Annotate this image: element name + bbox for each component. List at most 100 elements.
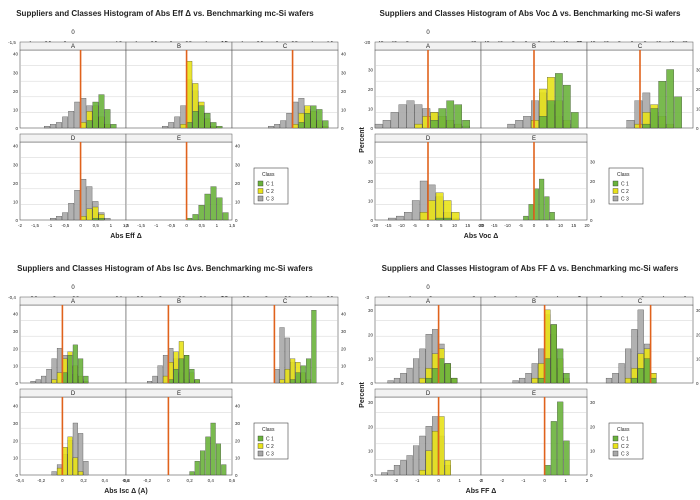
panel-label: B — [532, 44, 536, 50]
y-tick-label: 0 — [235, 473, 238, 478]
panel-label: C — [283, 44, 288, 50]
panel-label: C — [638, 299, 643, 305]
x-tick-label: -1 — [154, 223, 158, 228]
c1-bar — [189, 368, 195, 384]
x-tick-label: -15 — [385, 223, 392, 228]
x-tick-label: -0,2 — [143, 478, 151, 483]
panel-D: D 0 10 20 30 40 — [13, 133, 127, 223]
c1-bar — [544, 465, 551, 476]
y-tick-label: 20 — [341, 89, 347, 94]
x-tick-label: 1 — [565, 478, 568, 483]
c1-bar — [210, 422, 216, 476]
panel-label: B — [177, 299, 181, 305]
x-tick-label: 10 — [558, 223, 564, 228]
panel-A: A 0 10 20 30 40 — [13, 41, 127, 131]
c3-bar — [393, 465, 400, 476]
panel-label: E — [532, 391, 536, 397]
y-tick-label: 10 — [368, 449, 374, 454]
c3-bar — [413, 358, 420, 384]
c1-bar — [216, 125, 223, 129]
c3-bar — [268, 125, 274, 129]
c1-bar — [295, 372, 301, 384]
legend-entry: C 3 — [266, 197, 274, 203]
c1-bar — [650, 377, 657, 384]
c3-bar — [374, 123, 383, 129]
c3-bar — [83, 460, 89, 476]
c1-bar — [200, 450, 206, 476]
panel-E: E 0 10 20 30 40 — [125, 133, 241, 223]
c1-bar — [544, 196, 550, 221]
c3-bar — [74, 190, 81, 221]
c3-bar — [411, 200, 420, 221]
x-tick-label: 0 — [543, 478, 546, 483]
square-swatch-icon — [612, 443, 619, 449]
c2-bar — [180, 124, 187, 129]
c3-bar — [292, 101, 299, 129]
c1-bar — [454, 104, 462, 129]
panel-E: E 0 10 20 30 40 — [125, 388, 241, 478]
x-tick-label: 0,5 — [199, 223, 206, 228]
y-tick-label: 40 — [235, 144, 241, 149]
c3-bar — [78, 433, 84, 476]
c3-bar — [46, 368, 52, 384]
y-tick-label: 0 — [370, 473, 373, 478]
panel-label: B — [532, 299, 536, 305]
y-tick-label: 30 — [590, 400, 596, 405]
c1-bar — [173, 368, 179, 384]
c1-bar — [446, 100, 455, 129]
c2-bar — [435, 192, 444, 221]
panel-A: A 0 10 20 30 — [368, 41, 482, 131]
legend-title: Class — [617, 427, 630, 433]
y-tick-label: 20 — [13, 89, 19, 94]
c3-bar — [286, 112, 293, 129]
x-tick-label: 1,5 — [123, 223, 130, 228]
y-tick-label: 20 — [235, 438, 241, 443]
c1-bar — [550, 324, 557, 384]
panel-strip — [231, 296, 339, 306]
y-tick-label: 10 — [341, 364, 347, 369]
panel-label: E — [532, 136, 536, 142]
top-strip-label: 0 — [426, 285, 430, 291]
panel-B: B — [125, 41, 233, 129]
chart-1: Suppliers and Classes Histogram of Abs E… — [8, 9, 346, 240]
x-tick-label: -0,4 — [16, 478, 24, 483]
panel-strip — [231, 41, 339, 51]
c2-bar — [80, 122, 87, 129]
c1-bar — [631, 377, 638, 384]
x-tick-label: 15 — [465, 223, 471, 228]
legend: Class C 1C 2 C 3 — [253, 167, 289, 205]
x-tick-label: 0,4 — [208, 478, 215, 483]
y-tick-label: 40 — [341, 52, 347, 57]
legend: Class C 1C 2 C 3 — [608, 422, 644, 460]
c1-bar — [216, 197, 223, 221]
c3-bar — [390, 112, 399, 129]
c3-bar — [162, 125, 168, 129]
c3-bar — [393, 377, 400, 384]
x-tick-label: -0,2 — [37, 478, 45, 483]
c1-bar — [304, 112, 311, 129]
c2-bar — [284, 368, 290, 384]
panel-label: A — [71, 299, 75, 305]
c2-bar — [531, 120, 539, 129]
x-axis-title: Abs FF Δ — [466, 488, 497, 495]
legend-entry: C 2 — [266, 444, 274, 450]
x-tick-label: 2 — [480, 478, 483, 483]
c3-bar — [403, 212, 412, 221]
c3-bar — [382, 120, 391, 129]
c2-bar — [162, 375, 168, 384]
x-tick-label: -20 — [478, 223, 485, 228]
y-tick-label: 0 — [15, 218, 18, 223]
x-tick-label: -1 — [415, 478, 419, 483]
c1-bar — [298, 122, 305, 129]
y-tick-label: 10 — [368, 199, 374, 204]
c3-bar — [605, 377, 612, 384]
y-tick-label: 20 — [368, 424, 374, 429]
x-tick-label: -15 — [491, 223, 498, 228]
c2-bar — [86, 208, 93, 221]
c1-bar — [92, 101, 99, 129]
chart-title: Suppliers and Classes Histogram of Abs F… — [382, 264, 679, 273]
panel-frame — [125, 49, 233, 129]
c1-bar — [563, 84, 571, 129]
x-tick-label: 0 — [167, 478, 170, 483]
